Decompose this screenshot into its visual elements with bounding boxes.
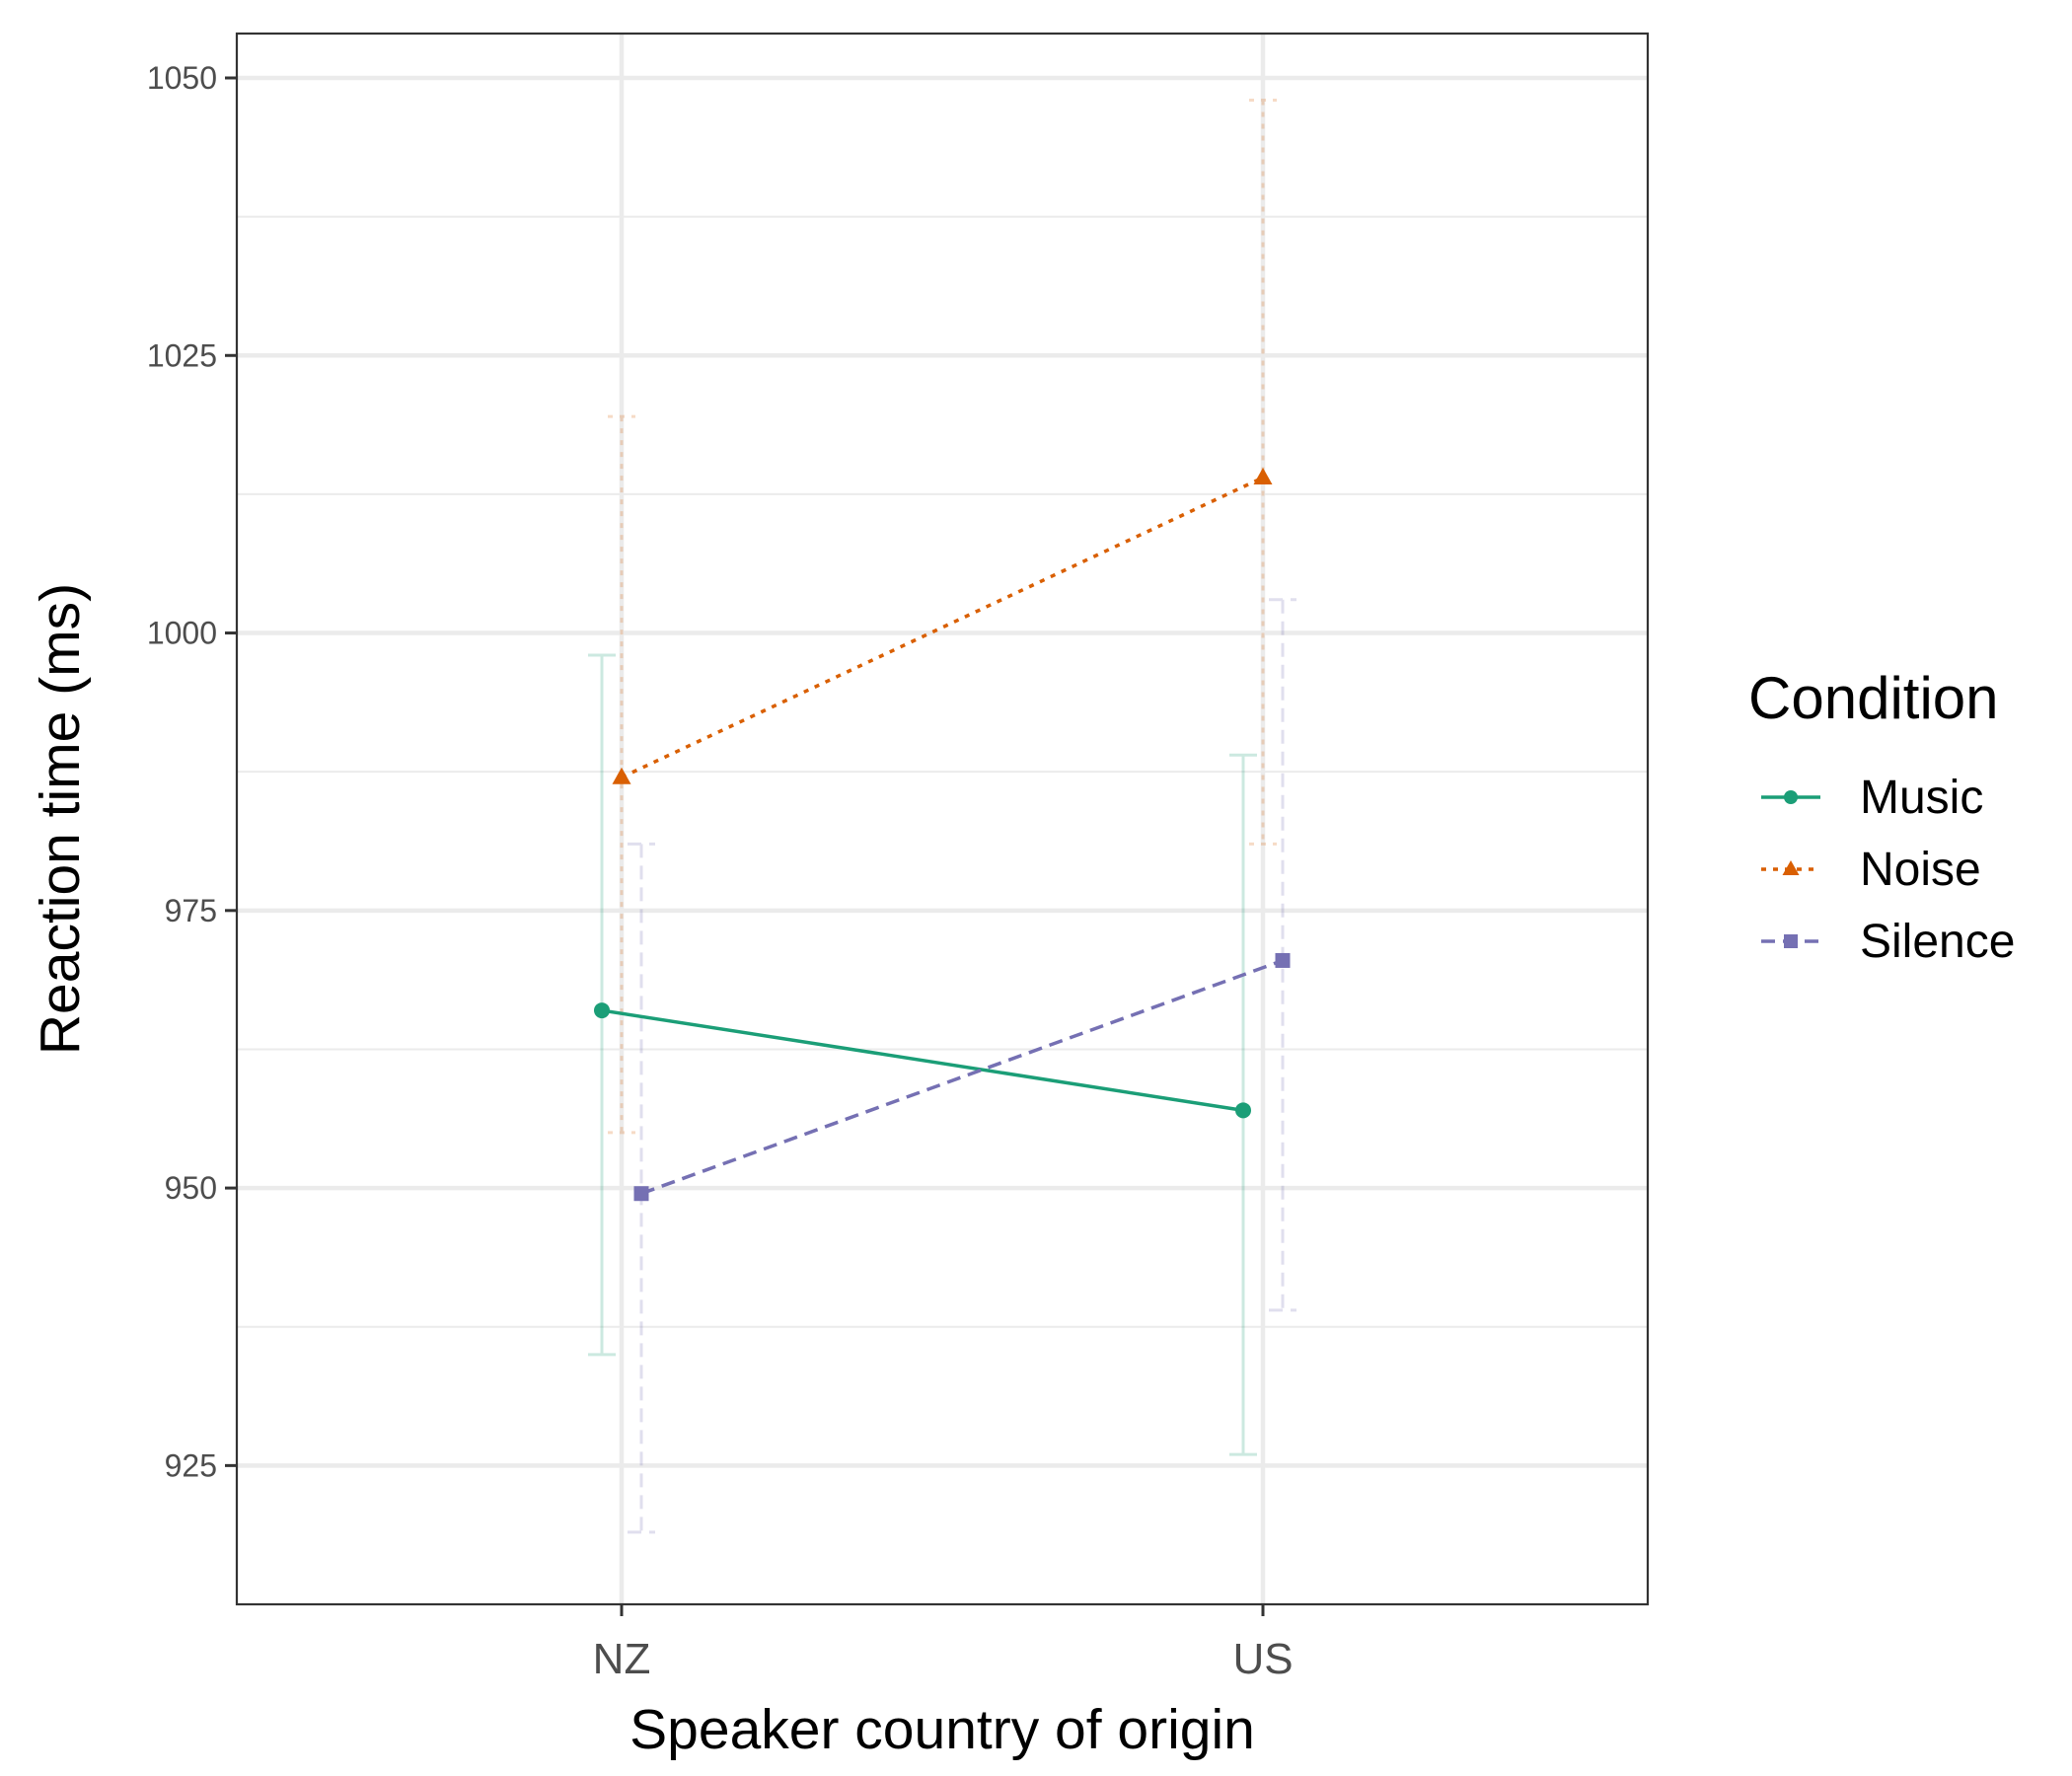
legend-label: Noise <box>1860 844 1981 896</box>
plot-panel <box>237 34 1648 1604</box>
plot-border <box>235 32 1650 1606</box>
point-noise-nz <box>612 767 631 784</box>
series-line-music <box>601 1008 1244 1113</box>
x-tick-label: NZ <box>593 1635 651 1683</box>
y-axis: 925 950 975 1000 1025 1050 <box>147 60 237 1483</box>
legend-key-marker <box>1784 790 1798 804</box>
point-silence-us <box>1275 952 1291 968</box>
point-noise-us <box>1253 468 1273 485</box>
legend-label: Silence <box>1860 916 2015 968</box>
legend-key-marker <box>1782 860 1800 875</box>
data-points <box>594 468 1291 1202</box>
legend-key-marker <box>1784 934 1798 948</box>
point-music-nz <box>594 1002 610 1019</box>
y-tick-label: 925 <box>165 1447 217 1483</box>
y-tick-label: 1025 <box>147 337 217 373</box>
legend-title: Condition <box>1748 665 1999 731</box>
legend-label: Music <box>1860 772 1983 824</box>
grid <box>237 34 1648 1605</box>
legend-item-music: Music <box>1761 772 1983 824</box>
x-axis-title: Speaker country of origin <box>629 1698 1255 1761</box>
error-bar-silence <box>628 842 655 1534</box>
legend-item-noise: Noise <box>1761 844 1981 896</box>
series-lines <box>601 476 1284 1196</box>
y-tick-label: 975 <box>165 893 217 928</box>
x-axis: NZ US <box>593 1604 1294 1683</box>
y-tick-label: 950 <box>165 1170 217 1206</box>
x-tick-label: US <box>1232 1635 1293 1683</box>
point-music-us <box>1235 1102 1251 1119</box>
y-tick-label: 1050 <box>147 60 217 96</box>
legend-item-silence: Silence <box>1761 916 2015 968</box>
y-tick-label: 1000 <box>147 616 217 651</box>
series-line-silence <box>640 958 1284 1196</box>
y-axis-title: Reaction time (ms) <box>29 583 92 1055</box>
legend: Condition Music Noise Silence <box>1748 665 2015 968</box>
point-silence-nz <box>633 1186 649 1202</box>
